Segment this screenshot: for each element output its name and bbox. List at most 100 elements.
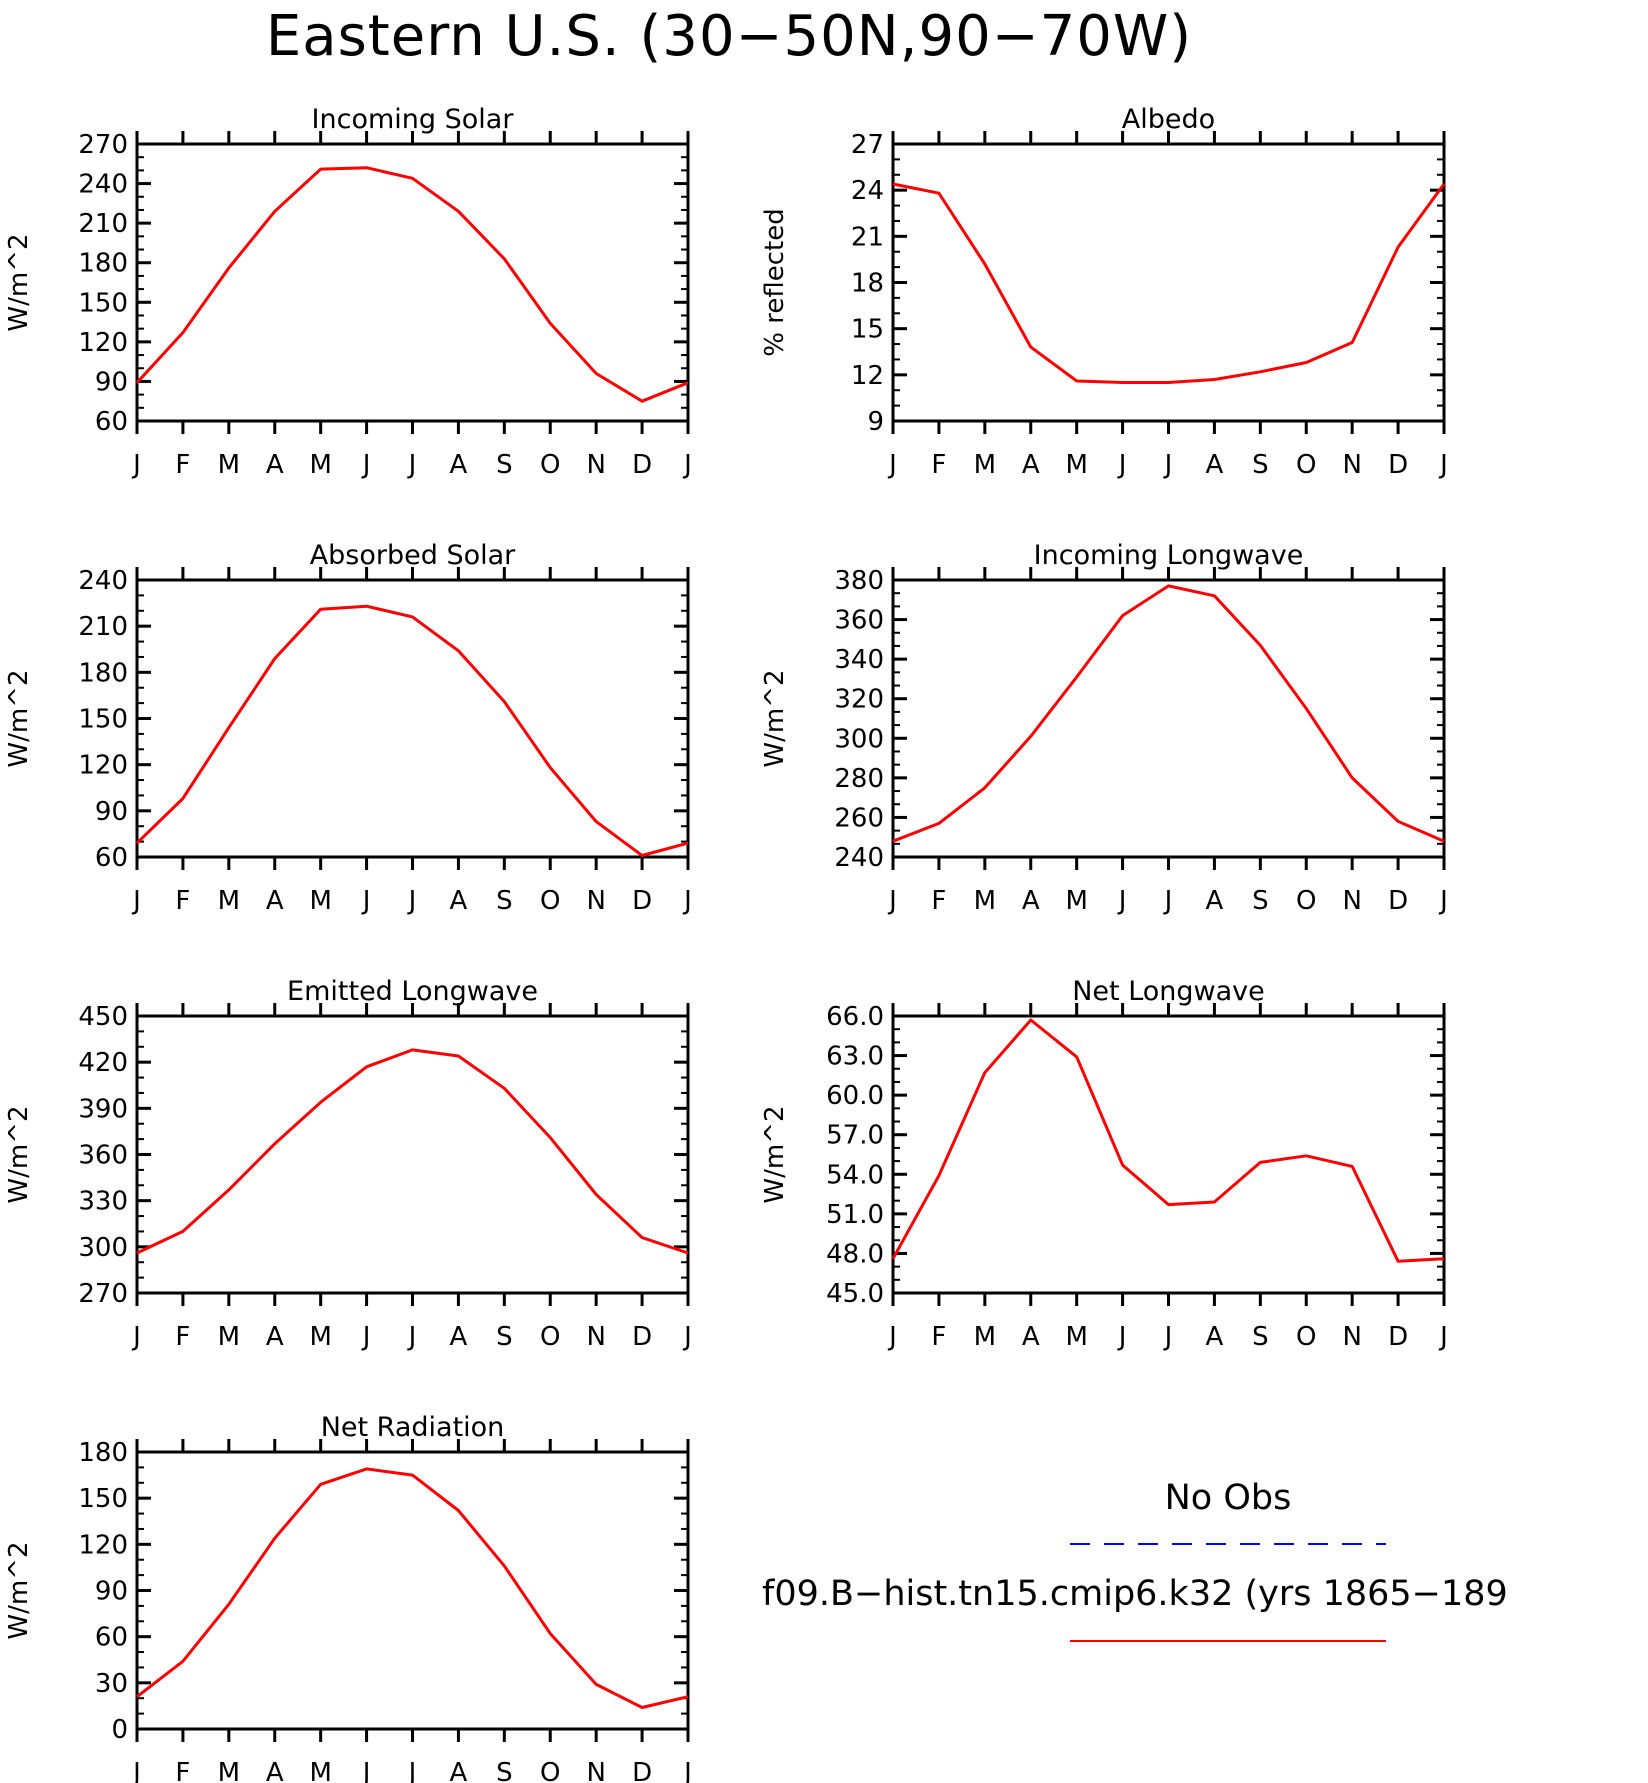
x-tick-label: A [1022,1322,1040,1352]
y-tick-label: 15 [851,315,884,345]
y-tick-label: 60.0 [826,1081,884,1111]
x-tick-label: M [218,886,240,916]
y-tick-label: 300 [834,724,884,754]
x-tick-label: D [632,1322,652,1352]
x-tick-label: S [496,1322,513,1352]
y-tick-label: 420 [78,1048,128,1078]
x-tick-label: J [131,450,141,480]
y-tick-label: 54.0 [826,1160,884,1190]
x-tick-label: N [1342,450,1361,480]
y-tick-label: 270 [78,130,128,160]
x-tick-label: S [496,1758,513,1783]
y-axis-label: W/m^2 [760,669,790,767]
x-tick-label: F [175,1322,190,1352]
panel-title: Incoming Longwave [1034,540,1304,571]
y-tick-label: 48.0 [826,1239,884,1269]
legend-model-label: f09.B−hist.tn15.cmip6.k32 (yrs 1865−189 [762,1574,1508,1614]
x-tick-label: A [450,1322,468,1352]
y-tick-label: 27 [851,130,884,160]
y-tick-label: 18 [851,269,884,299]
x-tick-label: S [1252,886,1269,916]
x-tick-label: O [1296,886,1316,916]
y-tick-label: 280 [834,764,884,794]
x-tick-label: O [540,450,560,480]
panel-title: Absorbed Solar [310,540,516,571]
plot-frame [891,578,1446,859]
x-tick-label: F [931,1322,946,1352]
series-line [135,604,689,857]
y-axis-label: W/m^2 [4,233,34,331]
y-tick-label: 150 [78,1484,128,1514]
x-tick-label: S [1252,1322,1269,1352]
x-tick-label: J [1163,1322,1173,1352]
panel-title: Emitted Longwave [287,976,538,1007]
x-tick-label: F [175,1758,190,1783]
x-tick-label: O [1296,1322,1316,1352]
x-tick-label: J [1438,450,1448,480]
x-tick-label: M [218,1322,240,1352]
y-tick-label: 450 [78,1002,128,1032]
panels: Incoming SolarW/m^2609012015018021024027… [4,104,1448,1783]
x-tick-label: S [1252,450,1269,480]
x-tick-label: A [450,886,468,916]
x-tick-label: D [632,1758,652,1783]
x-tick-label: A [450,1758,468,1783]
x-tick-label: M [1065,886,1087,916]
x-tick-label: A [1022,450,1040,480]
y-tick-label: 0 [111,1715,128,1745]
x-tick-label: A [1206,1322,1224,1352]
figure-title: Eastern U.S. (30−50N,90−70W) [266,4,1192,69]
y-tick-label: 380 [834,566,884,596]
x-tick-label: J [407,450,417,480]
y-tick-label: 210 [78,612,128,642]
x-tick-label: N [586,450,605,480]
y-tick-label: 240 [78,566,128,596]
y-tick-label: 210 [78,209,128,239]
x-tick-label: S [496,450,513,480]
x-tick-label: J [1117,886,1127,916]
y-tick-label: 270 [78,1279,128,1309]
y-tick-label: 90 [95,797,128,827]
panel-title: Albedo [1122,104,1215,135]
x-tick-label: A [1206,886,1224,916]
y-tick-label: 120 [78,751,128,781]
x-tick-label: O [540,886,560,916]
y-tick-label: 360 [834,606,884,636]
y-tick-label: 60 [95,407,128,437]
plot-frame [135,1014,690,1295]
x-tick-label: J [887,886,897,916]
x-tick-label: J [131,1758,141,1783]
y-tick-label: 90 [95,1577,128,1607]
x-tick-label: S [496,886,513,916]
x-tick-label: J [1163,450,1173,480]
chart-panel: Incoming Longwave W/m^2 240 260 280 300 320 340… [760,540,1448,916]
x-tick-label: J [407,1758,417,1783]
x-tick-label: J [131,1322,141,1352]
series-line [135,166,689,403]
x-tick-label: J [1117,1322,1127,1352]
y-tick-label: 180 [78,249,128,279]
series-line [891,1018,1445,1263]
panel-title: Net Radiation [321,1412,505,1443]
x-tick-label: M [974,450,996,480]
y-tick-label: 9 [867,407,884,437]
y-tick-label: 150 [78,705,128,735]
x-tick-label: M [1065,450,1087,480]
x-tick-label: D [632,450,652,480]
x-tick-label: M [974,1322,996,1352]
x-tick-label: J [682,450,692,480]
chart-panel: Absorbed Solar W/m^2 60 90 120 150 180 210 240 J F… [4,540,692,916]
y-tick-label: 180 [78,658,128,688]
y-tick-label: 51.0 [826,1200,884,1230]
x-tick-label: A [266,886,284,916]
x-tick-label: A [1206,450,1224,480]
x-tick-label: J [1438,886,1448,916]
x-tick-label: F [931,450,946,480]
x-tick-label: D [1388,450,1408,480]
x-tick-label: J [361,1758,371,1783]
x-tick-label: M [309,1322,331,1352]
y-axis-label: W/m^2 [4,1541,34,1639]
